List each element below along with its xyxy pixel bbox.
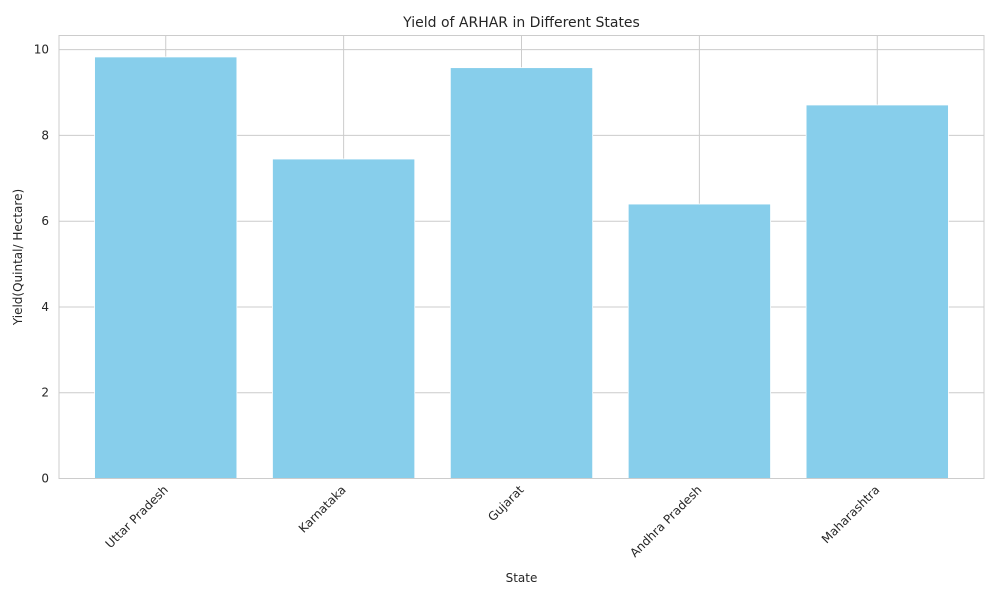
x-tick-label: Gujarat bbox=[485, 483, 527, 525]
y-tick-label: 10 bbox=[34, 43, 49, 57]
bar-andhra-pradesh bbox=[627, 203, 771, 479]
x-tick-labels: Uttar Pradesh Karnataka Gujarat Andhra Prad… bbox=[103, 483, 883, 560]
bar-gujarat bbox=[449, 67, 594, 479]
bar-uttar-pradesh bbox=[94, 56, 238, 479]
x-tick-label: Karnataka bbox=[296, 483, 349, 536]
x-axis-label: State bbox=[506, 571, 538, 585]
bar-karnataka bbox=[272, 158, 416, 479]
x-tick-label: Andhra Pradesh bbox=[627, 483, 704, 560]
bars bbox=[94, 56, 949, 479]
y-tick-label: 0 bbox=[41, 472, 49, 486]
y-tick-labels: 0 2 4 6 8 10 bbox=[34, 43, 49, 486]
y-tick-label: 4 bbox=[41, 300, 49, 314]
x-tick-label: Maharashtra bbox=[819, 483, 883, 547]
y-tick-label: 2 bbox=[41, 386, 49, 400]
y-axis-label: Yield(Quintal/ Hectare) bbox=[11, 189, 25, 326]
plot-frame bbox=[58, 35, 985, 479]
y-tick-label: 8 bbox=[41, 128, 49, 142]
x-tick-label: Uttar Pradesh bbox=[103, 483, 171, 551]
bar-maharashtra bbox=[805, 104, 949, 479]
chart-title: Yield of ARHAR in Different States bbox=[402, 15, 640, 31]
y-tick-label: 6 bbox=[41, 214, 49, 228]
